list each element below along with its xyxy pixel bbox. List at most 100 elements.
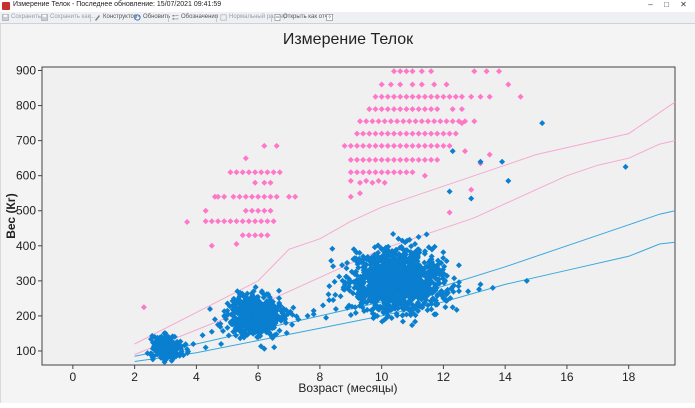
data-point — [486, 151, 493, 158]
data-point — [378, 292, 384, 299]
data-point — [412, 241, 418, 247]
data-point — [374, 313, 381, 319]
data-point — [380, 270, 387, 277]
data-point — [252, 232, 259, 239]
data-point — [273, 193, 280, 200]
data-point — [391, 93, 397, 100]
data-point — [449, 106, 456, 113]
help-button[interactable] — [326, 13, 333, 22]
data-point — [391, 281, 398, 287]
data-point — [517, 93, 524, 100]
x-axis-label: Возраст (месяцы) — [298, 381, 397, 395]
save-button[interactable]: Сохранить — [2, 13, 41, 22]
data-point — [354, 169, 360, 176]
data-point — [242, 207, 249, 214]
data-point — [267, 207, 274, 214]
refresh-icon — [134, 14, 141, 21]
data-point — [402, 256, 409, 263]
data-point — [246, 317, 253, 324]
data-point — [190, 341, 197, 347]
data-point — [261, 207, 268, 214]
data-point — [378, 130, 385, 137]
data-point — [341, 142, 348, 149]
data-point — [428, 306, 435, 313]
data-point — [245, 218, 252, 225]
data-point — [394, 267, 401, 274]
data-point — [270, 169, 277, 176]
data-point — [182, 341, 189, 348]
window-title: Измерение Телок - Последнее обновление: … — [13, 1, 222, 8]
weight-chart: Измерение Телок 100200300400500600700800… — [4, 31, 676, 395]
data-point — [171, 333, 178, 340]
data-point — [211, 193, 218, 200]
save-as-button[interactable]: Сохранить как... — [41, 13, 95, 22]
data-point — [372, 283, 379, 290]
data-point — [432, 275, 439, 282]
x-tick-label: 16 — [560, 370, 574, 384]
data-point — [453, 306, 460, 313]
data-point — [232, 332, 239, 339]
open-as-report-button[interactable]: Открыть как отчет — [274, 13, 334, 22]
data-point — [375, 257, 382, 264]
data-point — [184, 350, 191, 356]
data-point — [381, 308, 388, 315]
window-titlebar: Измерение Телок - Последнее обновление: … — [0, 0, 695, 12]
data-point — [428, 106, 435, 113]
data-point — [446, 93, 453, 100]
refresh-button[interactable]: Обновить — [134, 13, 170, 22]
data-point — [421, 106, 428, 113]
data-point — [349, 303, 355, 310]
data-point — [415, 234, 422, 240]
data-point — [199, 332, 206, 339]
data-point — [395, 302, 401, 309]
normal-size-button[interactable]: Нормальный размер — [220, 13, 287, 22]
data-point — [242, 155, 249, 162]
data-point — [449, 304, 456, 311]
data-point — [241, 334, 247, 341]
data-point — [394, 118, 401, 125]
data-point — [403, 130, 410, 137]
designer-label: Конструктор — [103, 14, 138, 20]
data-point — [415, 142, 422, 149]
data-point — [440, 249, 447, 256]
designer-button[interactable]: Конструктор — [94, 13, 137, 22]
y-axis: 100 200 300 400 500 600 700 800 900 — [16, 64, 42, 358]
data-point — [371, 261, 378, 268]
data-point — [401, 250, 408, 257]
minimize-button[interactable]: – — [648, 0, 653, 9]
data-point — [622, 163, 629, 170]
data-point — [339, 277, 346, 284]
data-point — [172, 344, 179, 351]
data-point — [151, 334, 158, 340]
data-point — [431, 311, 438, 318]
data-point — [397, 81, 404, 88]
data-point — [258, 218, 265, 225]
toolbar-separator — [90, 14, 91, 22]
data-point — [443, 297, 450, 304]
data-point — [363, 118, 370, 125]
data-point — [289, 321, 296, 328]
data-point — [228, 321, 235, 327]
x-tick-label: 10 — [375, 370, 389, 384]
data-point — [421, 156, 428, 163]
maximize-button[interactable]: □ — [664, 0, 669, 9]
data-point — [239, 169, 246, 176]
data-point — [280, 305, 287, 312]
data-point — [458, 106, 465, 113]
y-tick-label: 100 — [16, 344, 36, 358]
data-point — [451, 275, 458, 282]
data-point — [372, 169, 379, 176]
data-point — [358, 283, 365, 290]
data-point — [434, 106, 441, 113]
data-point — [332, 306, 339, 312]
data-point — [218, 341, 225, 347]
data-point — [354, 156, 360, 163]
data-point — [360, 278, 367, 285]
data-point — [399, 299, 406, 306]
close-button[interactable]: ✕ — [680, 0, 687, 9]
data-point — [375, 277, 382, 284]
data-point — [267, 193, 274, 200]
data-point — [378, 93, 385, 100]
x-tick-label: 8 — [317, 370, 324, 384]
overview-button[interactable]: Обозначения — [172, 13, 218, 22]
